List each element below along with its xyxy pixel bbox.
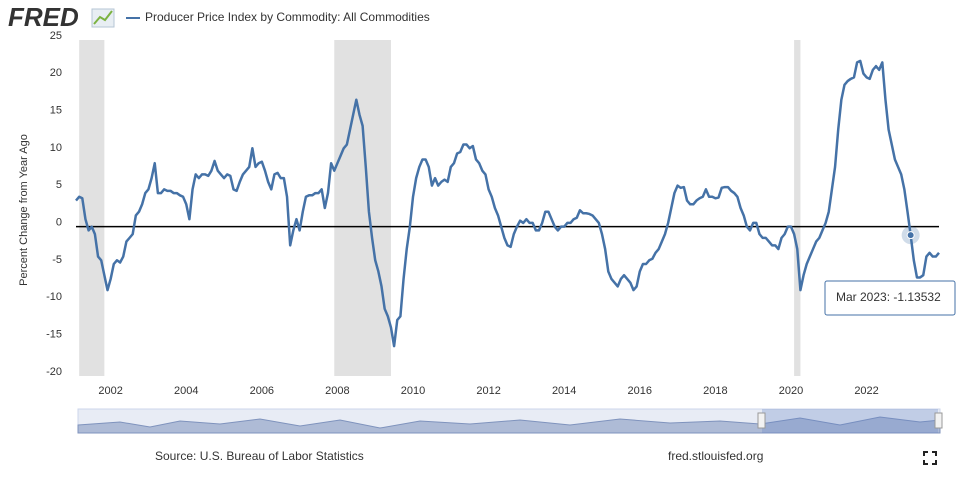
x-tick-label: 2016 <box>628 385 652 397</box>
logo-icon <box>91 8 115 28</box>
logo: FRED <box>8 2 79 32</box>
navigator[interactable] <box>77 408 943 434</box>
site: fred.stlouisfed.org <box>668 449 763 463</box>
y-tick-label: 25 <box>50 30 62 42</box>
x-tick-label: 2012 <box>476 385 500 397</box>
y-tick-label: 10 <box>50 142 62 154</box>
y-tick-label: 5 <box>56 179 62 191</box>
x-tick-label: 2004 <box>174 385 198 397</box>
x-tick-label: 2014 <box>552 385 576 397</box>
x-tick-label: 2018 <box>703 385 727 397</box>
plot-area: -20 -15 -10 -5 0 5 10 15 20 25 2002 2004 2006 2008 201… <box>46 30 956 397</box>
x-tick-label: 2008 <box>325 385 349 397</box>
y-tick-label: -15 <box>46 329 62 341</box>
x-tick-label: 2006 <box>250 385 274 397</box>
x-tick-label: 2022 <box>854 385 878 397</box>
x-tick-label: 2010 <box>401 385 425 397</box>
y-axis-title: Percent Change from Year Ago <box>18 134 30 286</box>
legend-label: Producer Price Index by Commodity: All C… <box>145 10 430 24</box>
y-tick-label: -20 <box>46 366 62 378</box>
y-tick-label: -10 <box>46 291 62 303</box>
y-tick-label: 15 <box>50 105 62 117</box>
fullscreen-icon[interactable] <box>923 451 937 465</box>
y-tick-label: -5 <box>52 254 62 266</box>
recession-shade <box>334 40 391 376</box>
recession-shade <box>794 40 801 376</box>
y-tick-label: 0 <box>56 217 62 229</box>
hover-point <box>906 231 915 240</box>
tooltip-text: Mar 2023: -1.13532 <box>836 290 941 304</box>
x-tick-label: 2002 <box>98 385 122 397</box>
y-tick-label: 20 <box>50 67 62 79</box>
tooltip-box <box>824 280 956 316</box>
x-tick-label: 2020 <box>779 385 803 397</box>
series-line <box>75 59 940 348</box>
source: Source: U.S. Bureau of Labor Statistics <box>155 449 364 463</box>
